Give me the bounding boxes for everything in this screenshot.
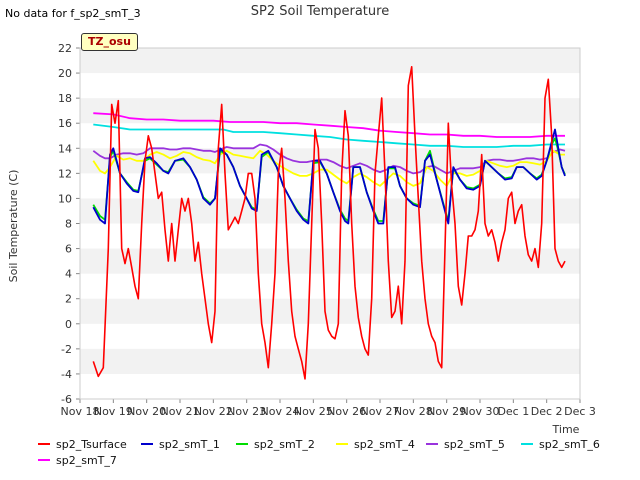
grid-band [80,248,580,274]
x-tick-label: Nov 28 [394,405,433,418]
y-tick-label: 10 [58,192,72,205]
x-tick-label: Nov 24 [261,405,300,418]
x-tick-label: Dec 2 [531,405,563,418]
y-tick-label: 6 [65,243,72,256]
y-tick-label: 8 [65,218,72,231]
x-tick-label: Nov 19 [94,405,133,418]
legend-swatch [38,443,50,445]
y-tick-label: 4 [65,268,72,281]
x-tick-label: Nov 25 [294,405,333,418]
legend-swatch [141,443,153,445]
y-tick-label: 16 [58,117,72,130]
legend-item-sp2-smT-7: sp2_smT_7 [38,454,117,467]
y-tick-label: 0 [65,318,72,331]
y-tick-label: -6 [61,393,72,406]
legend-item-sp2-smT-2: sp2_smT_2 [236,438,315,451]
legend-label: sp2_smT_7 [56,454,117,467]
x-tick-label: Nov 23 [227,405,266,418]
legend-swatch [38,459,50,461]
series-line-sp2-smT-7 [93,112,565,138]
series-line-sp2-smT-1 [92,128,566,225]
x-tick-label: Dec 3 [564,405,596,418]
x-tick-label: Nov 29 [427,405,466,418]
legend-swatch [336,443,348,445]
x-tick-label: Nov 27 [361,405,400,418]
plot-frame [79,47,581,400]
y-tick-label: 2 [65,293,72,306]
x-tick-label: Nov 26 [327,405,366,418]
timezone-badge: TZ_osu [81,33,138,51]
y-axis-label: Soil Temperature (C) [7,170,20,283]
legend-label: sp2_smT_2 [254,438,315,451]
y-tick-label: 12 [58,167,72,180]
series-lines [92,66,566,380]
y-tick-label: 18 [58,92,72,105]
grid-band [80,298,580,324]
x-axis-label: Time [552,423,580,436]
legend-item-sp2-smT-6: sp2_smT_6 [521,438,600,451]
legend-item-sp2-smT-4: sp2_smT_4 [336,438,415,451]
x-tick-label: Nov 30 [461,405,500,418]
legend-label: sp2_Tsurface [56,438,127,451]
legend-item-sp2-smT-1: sp2_smT_1 [141,438,220,451]
series-line-sp2-smT-4 [92,149,565,187]
legend-label: sp2_smT_6 [539,438,600,451]
no-data-note: No data for f_sp2_smT_3 [5,7,141,20]
series-line-sp2-Tsurface [92,66,566,380]
grid-band [80,198,580,224]
legend-swatch [236,443,248,445]
x-tick-label: Dec 1 [497,405,529,418]
y-tick-label: 22 [58,42,72,55]
legend-swatch [426,443,438,445]
y-tick-label: -4 [61,368,72,381]
legend-label: sp2_smT_4 [354,438,415,451]
chart-title: SP2 Soil Temperature [251,4,389,19]
y-axis-ticks: -6 -4 -2 0 2 4 6 8 10 12 14 16 18 20 22 [58,42,80,406]
legend-swatch [521,443,533,445]
grid-band [80,48,580,74]
x-tick-label: Nov 18 [61,405,100,418]
legend-item-sp2-smT-5: sp2_smT_5 [426,438,505,451]
x-tick-label: Nov 20 [127,405,166,418]
y-tick-label: 20 [58,67,72,80]
y-tick-label: -2 [61,343,72,356]
series-line-sp2-smT-6 [93,123,565,148]
legend: sp2_Tsurface sp2_smT_1 sp2_smT_2 sp2_smT_4 s… [0,434,640,480]
grid-band [80,348,580,374]
legend-label: sp2_smT_1 [159,438,220,451]
y-tick-label: 14 [58,142,72,155]
legend-item-sp2-Tsurface: sp2_Tsurface [38,438,127,451]
legend-label: sp2_smT_5 [444,438,505,451]
x-tick-label: Nov 21 [161,405,200,418]
x-tick-label: Nov 22 [194,405,233,418]
